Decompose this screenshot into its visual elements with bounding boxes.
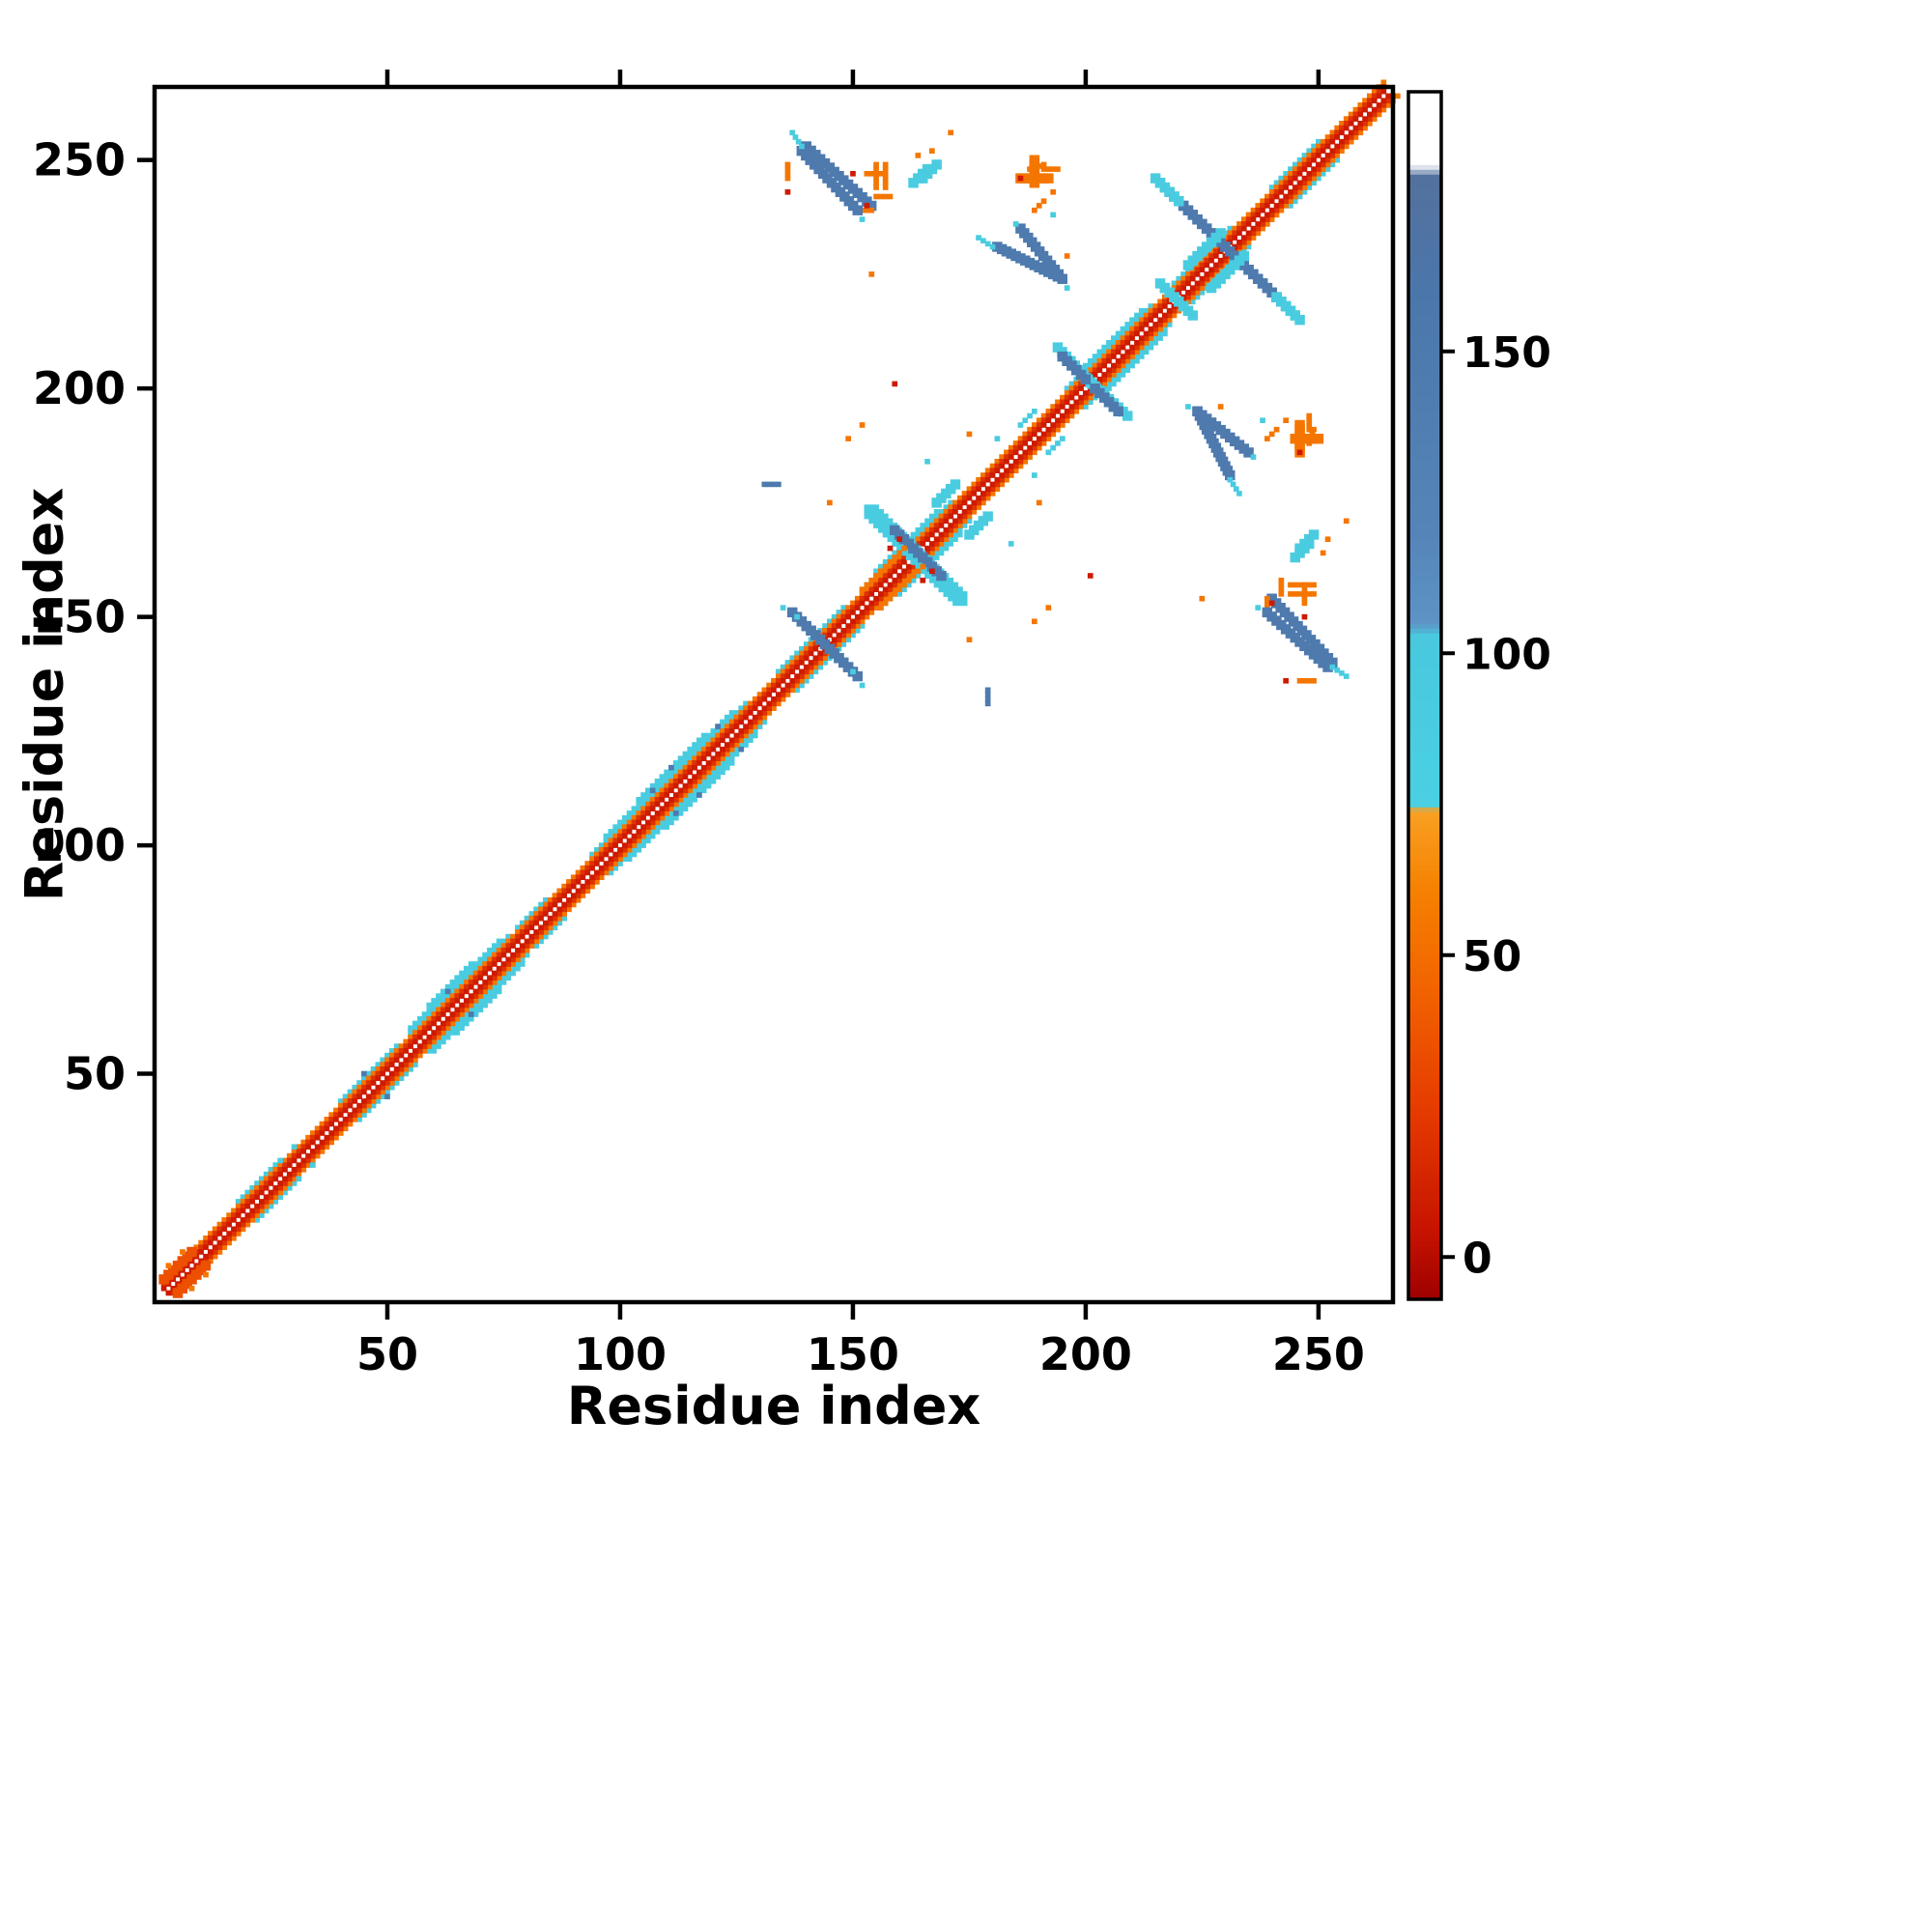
y-axis-label: Residue index	[14, 487, 75, 902]
svg-text:50: 50	[356, 1328, 418, 1380]
svg-text:100: 100	[33, 819, 126, 871]
svg-text:250: 250	[33, 134, 126, 186]
svg-text:100: 100	[574, 1328, 667, 1380]
svg-text:200: 200	[1039, 1328, 1132, 1380]
svg-text:200: 200	[33, 362, 126, 414]
colorbar-tick-label: 100	[1463, 630, 1551, 679]
svg-text:150: 150	[33, 591, 126, 643]
colorbar-tick-label: 50	[1463, 932, 1521, 981]
x-axis-label: Residue index	[566, 1376, 981, 1436]
colorbar: 0 50 100 150	[1406, 90, 1551, 1301]
heatmap-cells	[158, 79, 1401, 1298]
colorbar-frame	[1406, 90, 1443, 1301]
colorbar-tick-label: 150	[1463, 328, 1551, 378]
tick-labels: 50 100 150 200 250 50 100 150 200 250	[33, 134, 1365, 1380]
colorbar-tick-label: 0	[1463, 1234, 1492, 1283]
svg-text:50: 50	[64, 1048, 126, 1100]
axes-frame	[152, 84, 1396, 1305]
svg-text:150: 150	[807, 1328, 899, 1380]
svg-text:250: 250	[1272, 1328, 1365, 1380]
axis-ticks	[137, 70, 1321, 1320]
